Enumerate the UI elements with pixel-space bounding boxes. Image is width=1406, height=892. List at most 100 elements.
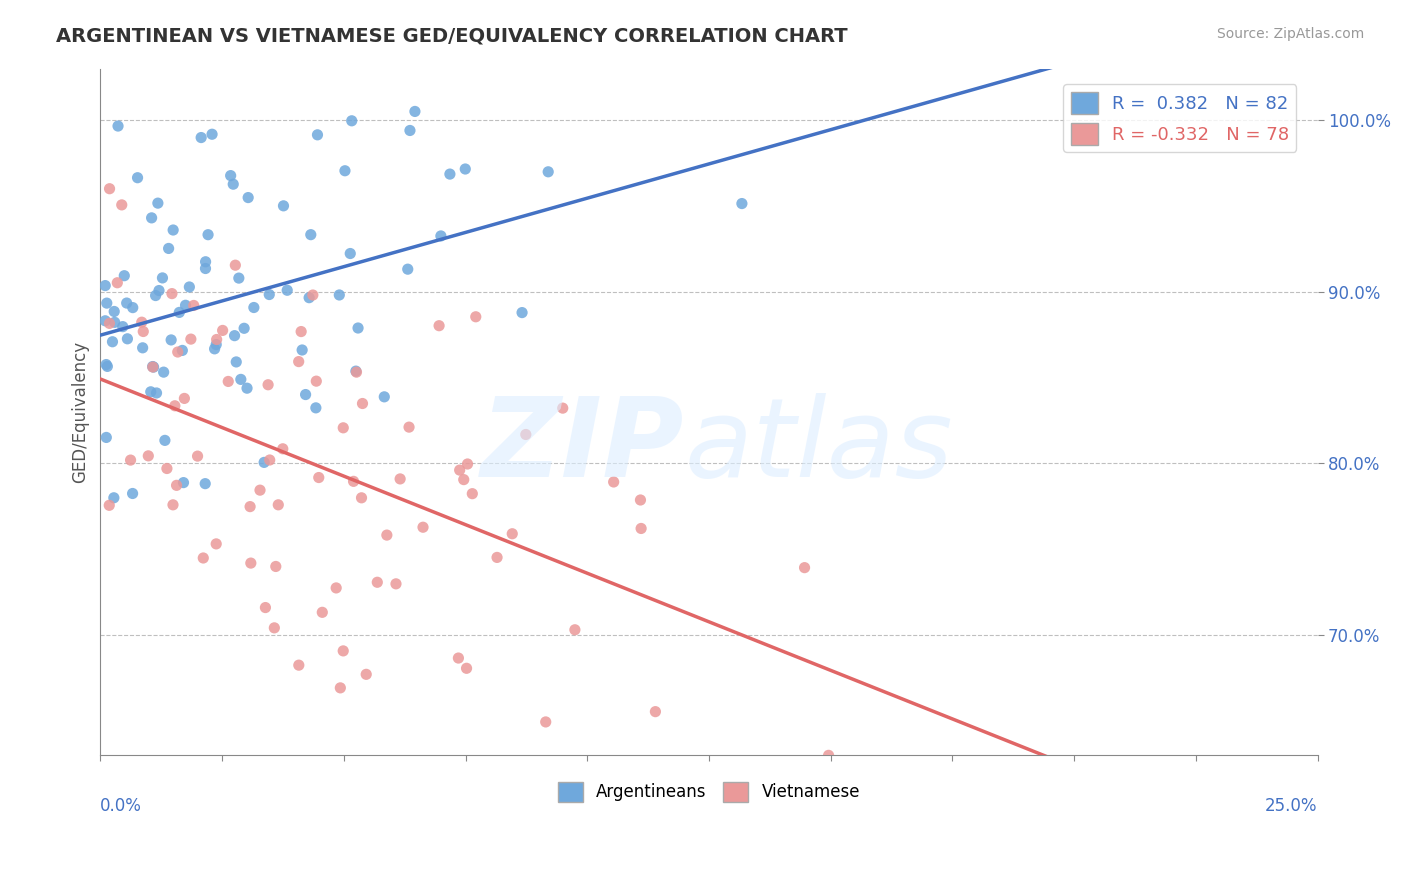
Point [404,104,426,119]
Point [205,333,228,347]
Point [236,381,259,395]
Point [447,651,470,665]
Point [183,298,205,312]
Point [264,559,287,574]
Point [564,623,586,637]
Point [160,286,183,301]
Point [501,526,523,541]
Point [98,498,121,512]
Point [96,296,118,310]
Point [173,475,195,490]
Point [294,387,316,401]
Point [139,384,162,399]
Point [96,358,118,372]
Point [142,359,165,374]
Point [222,177,245,191]
Point [332,421,354,435]
Point [219,169,242,183]
Point [287,354,309,368]
Point [115,296,138,310]
Point [311,605,333,619]
Point [239,500,262,514]
Point [103,304,125,318]
Point [396,262,419,277]
Point [333,163,356,178]
Point [385,577,408,591]
Point [172,343,194,358]
Point [453,473,475,487]
Point [329,681,352,695]
Text: ZIP: ZIP [481,392,685,500]
Point [373,390,395,404]
Point [243,301,266,315]
Point [328,288,350,302]
Point [233,321,256,335]
Point [257,377,280,392]
Point [399,123,422,137]
Point [104,315,127,329]
Point [120,453,142,467]
Point [136,449,159,463]
Point [225,355,247,369]
Point [112,268,135,283]
Point [166,478,188,492]
Point [602,475,624,489]
Point [537,165,560,179]
Point [224,258,246,272]
Point [141,211,163,225]
Point [238,190,260,204]
Point [430,229,453,244]
Point [162,498,184,512]
Point [340,113,363,128]
Point [166,345,188,359]
Point [456,661,478,675]
Point [197,227,219,242]
Point [510,305,533,319]
Point [205,537,228,551]
Point [263,621,285,635]
Text: Source: ZipAtlas.com: Source: ZipAtlas.com [1216,27,1364,41]
Point [299,227,322,242]
Point [731,196,754,211]
Legend: Argentineans, Vietnamese: Argentineans, Vietnamese [551,775,868,809]
Point [145,386,167,401]
Point [142,359,165,374]
Point [457,457,479,471]
Point [131,315,153,329]
Point [96,359,118,374]
Point [190,130,212,145]
Point [307,128,329,142]
Point [156,461,179,475]
Point [224,328,246,343]
Point [352,396,374,410]
Point [131,341,153,355]
Point [302,288,325,302]
Point [132,325,155,339]
Point [211,323,233,337]
Point [153,434,176,448]
Point [239,556,262,570]
Point [290,325,312,339]
Point [339,246,361,260]
Point [121,486,143,500]
Point [179,280,201,294]
Point [461,486,484,500]
Point [142,360,165,375]
Point [273,199,295,213]
Point [346,365,368,379]
Point [217,375,239,389]
Point [157,242,180,256]
Point [98,182,121,196]
Point [347,321,370,335]
Point [187,449,209,463]
Point [644,705,666,719]
Point [630,493,652,508]
Point [111,319,134,334]
Point [228,271,250,285]
Point [515,427,537,442]
Point [817,748,839,763]
Point [162,223,184,237]
Point [350,491,373,505]
Point [94,314,117,328]
Point [464,310,486,324]
